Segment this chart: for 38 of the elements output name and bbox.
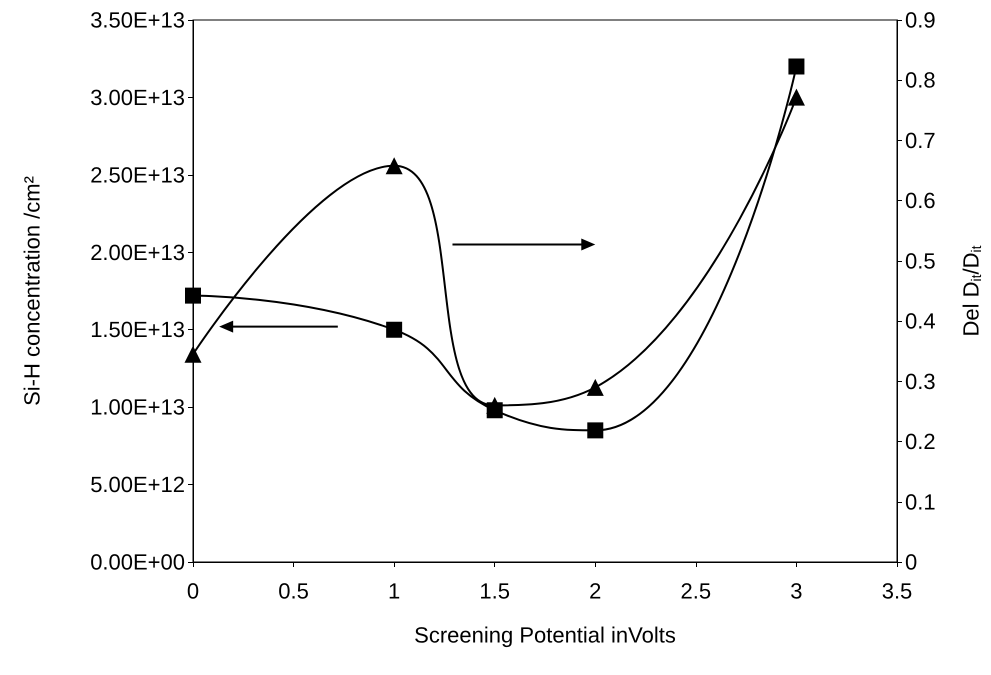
x-tick-label: 2.5 <box>680 578 712 604</box>
y2-tick-label: 0.2 <box>905 429 936 454</box>
x-tick-label: 3 <box>790 578 803 604</box>
point <box>788 58 804 74</box>
x-tick-label: 2 <box>589 578 602 604</box>
y2-tick-label: 0.5 <box>905 248 936 274</box>
point <box>586 378 604 396</box>
point <box>185 288 201 304</box>
x-axis-title: Screening Potential inVolts <box>414 622 676 648</box>
y-axis-title: Si-H concentration /cm² <box>20 176 44 406</box>
y2-axis-title: Del Dit/Dit <box>958 245 984 337</box>
y-tick-label: 1.50E+13 <box>90 317 185 342</box>
y2-tick-label: 0.6 <box>905 188 936 214</box>
y2-tick-label: 0.9 <box>905 8 936 32</box>
y-tick-label: 5.00E+12 <box>90 472 185 498</box>
x-tick-label: 0.5 <box>278 578 309 604</box>
y2-tick-label: 0.1 <box>905 489 936 514</box>
y-tick-label: 0.00E+00 <box>90 550 185 574</box>
y2-tick-label: 0 <box>905 550 918 574</box>
point <box>386 157 403 174</box>
y-tick-label: 1.00E+13 <box>90 394 185 420</box>
y2-tick-label: 0.8 <box>905 68 936 93</box>
x-tick-label: 1 <box>388 578 400 604</box>
point <box>788 88 805 106</box>
point <box>184 346 202 363</box>
x-tick-label: 0 <box>186 578 200 604</box>
y2-tick-label: 0.4 <box>905 308 936 334</box>
y-tick-label: 3.50E+13 <box>90 8 185 32</box>
point <box>386 322 402 338</box>
y-tick-label: 2.00E+13 <box>90 240 185 265</box>
y2-tick-label: 0.7 <box>905 128 936 153</box>
y-tick-label: 2.50E+13 <box>90 162 185 188</box>
y2-tick-label: 0.3 <box>905 368 936 394</box>
y-tick-label: 3.00E+13 <box>90 84 185 110</box>
point <box>486 402 503 418</box>
point <box>587 422 604 438</box>
x-tick-label: 3.5 <box>882 578 912 604</box>
x-tick-label: 1.5 <box>479 578 510 604</box>
